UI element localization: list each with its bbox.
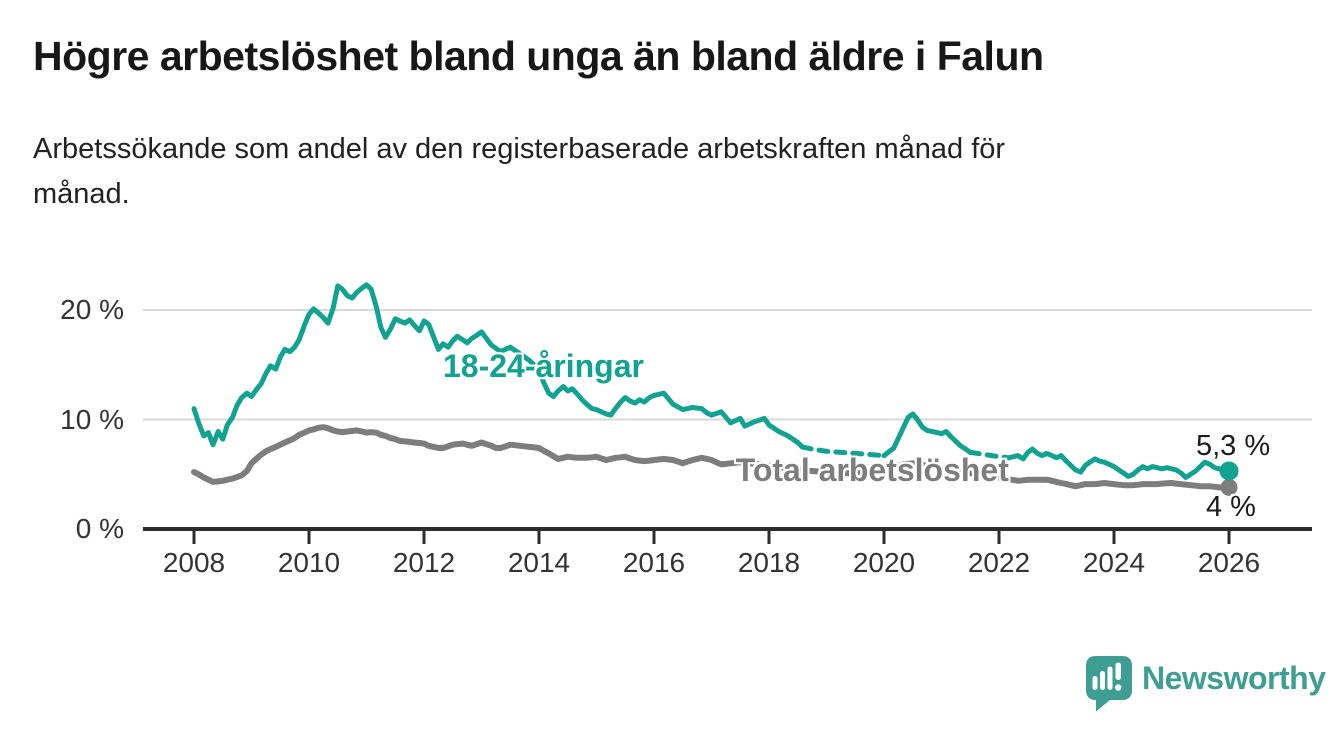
y-axis-label-10: 10 % — [60, 403, 124, 435]
x-axis-label-2010: 2010 — [277, 547, 341, 578]
x-axis-label-2022: 2022 — [967, 547, 1031, 578]
series-line-young-segment-0 — [191, 282, 805, 450]
y-axis-label-0: 0 % — [75, 513, 124, 544]
series-line-young-segment-4 — [1006, 446, 1232, 480]
y-axis-label-20: 20 % — [60, 294, 124, 325]
newsworthy-logo-text: Newsworthy — [1142, 660, 1326, 696]
series-line-young-segment-1 — [799, 444, 887, 459]
series-line-young-segment-2 — [881, 411, 973, 459]
series-line-total-segment-0 — [191, 424, 1232, 491]
end-dot-total — [1220, 478, 1238, 496]
x-axis-label-2014: 2014 — [507, 547, 571, 578]
end-value-label-18-24: 5,3 % — [1196, 429, 1271, 462]
end-value-label-total: 4 % — [1206, 491, 1256, 524]
end-dot-young — [1219, 461, 1239, 481]
x-axis-label-2012: 2012 — [392, 547, 456, 578]
chart-subtitle-line-2: månad. — [33, 178, 130, 210]
x-axis-label-2018: 2018 — [737, 547, 801, 578]
series-label-total: Total arbetslöshet — [735, 452, 1009, 489]
newsworthy-logo: Newsworthy — [1086, 656, 1326, 712]
chart-subtitle-line-1: Arbetssökande som andel av den registerb… — [33, 133, 1006, 165]
series-label-18-24: 18-24-åringar — [442, 348, 644, 385]
x-axis-label-2026: 2026 — [1197, 547, 1261, 578]
page-title: Högre arbetslöshet bland unga än bland ä… — [33, 33, 1044, 79]
newsworthy-speech-bubble-icon — [1086, 656, 1132, 712]
x-axis-label-2008: 2008 — [162, 547, 226, 578]
series-line-young-segment-3 — [967, 449, 1012, 461]
x-axis-label-2020: 2020 — [852, 547, 916, 578]
x-axis-label-2024: 2024 — [1082, 547, 1146, 578]
x-axis-label-2016: 2016 — [622, 547, 686, 578]
